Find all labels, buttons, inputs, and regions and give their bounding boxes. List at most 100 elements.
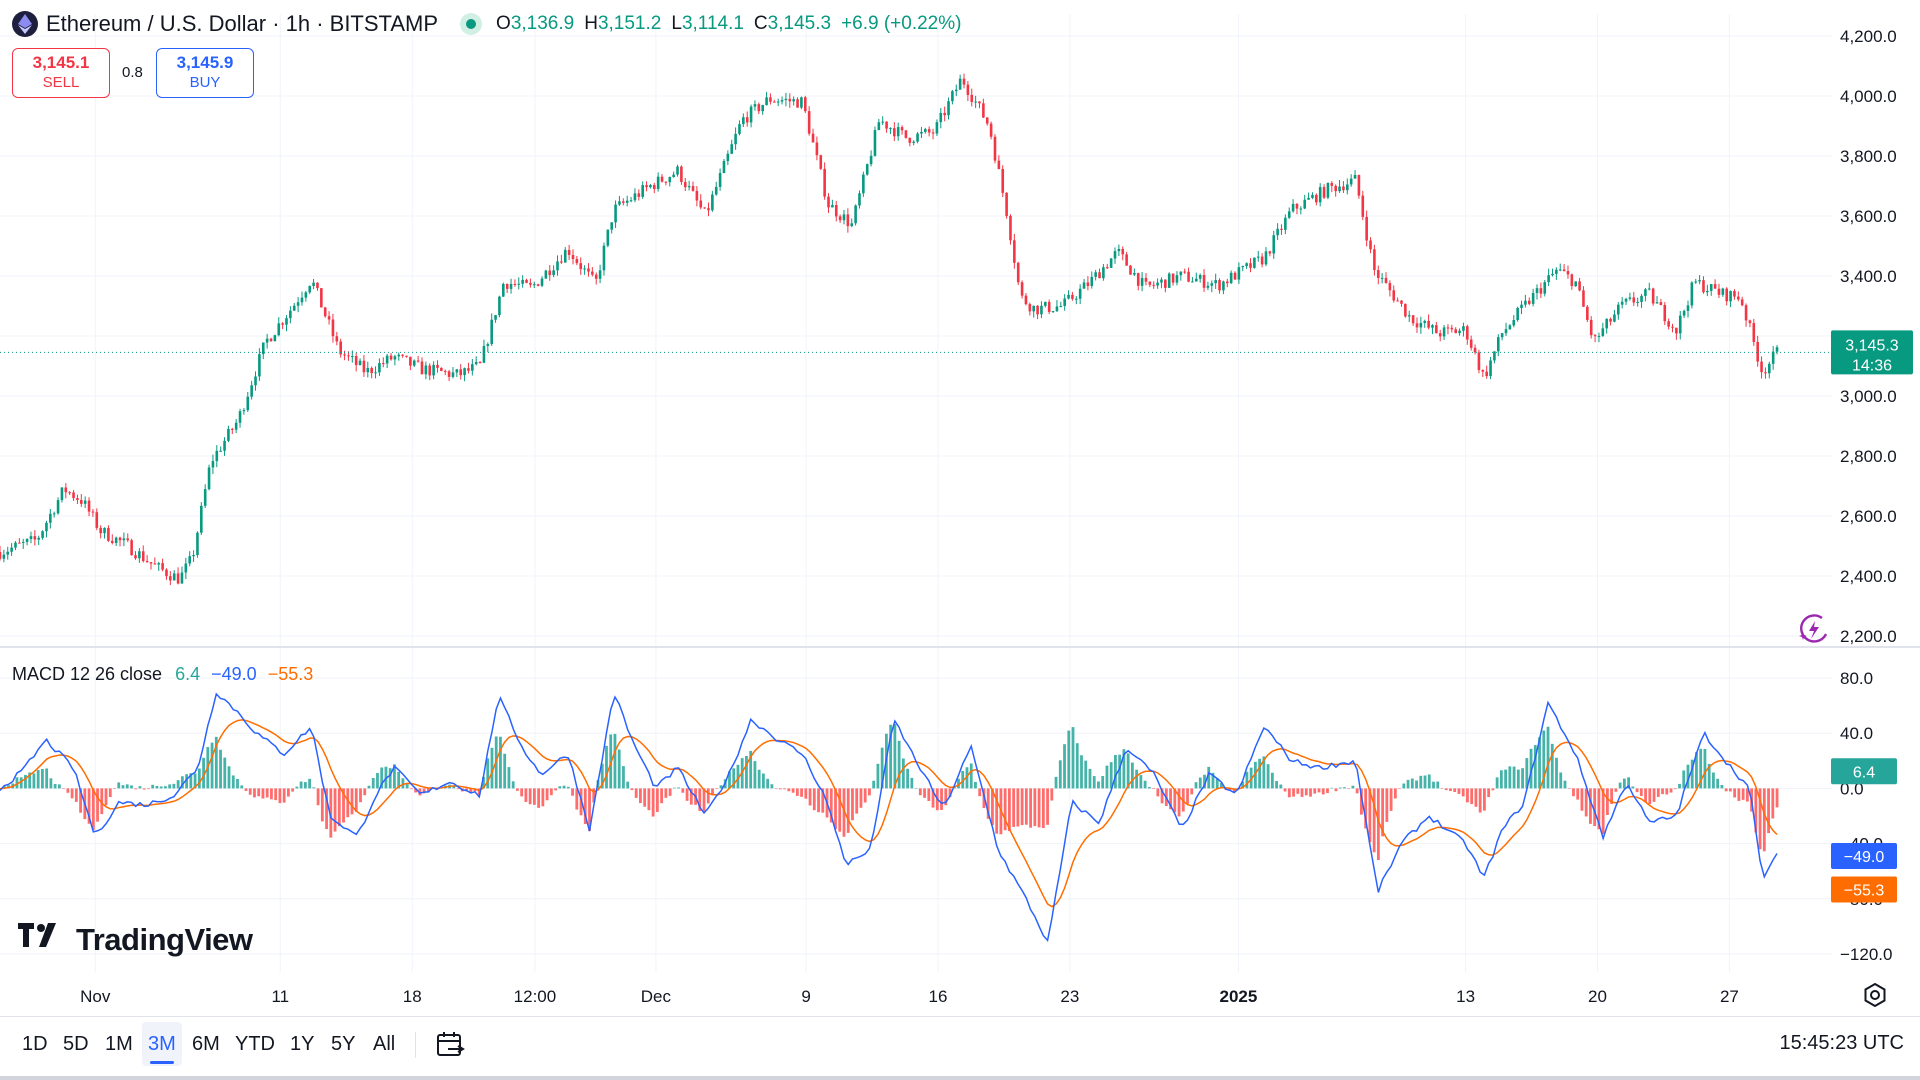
macd-histogram-bar — [117, 782, 121, 789]
macd-histogram-bar — [1661, 788, 1664, 795]
candle-body — [103, 527, 106, 534]
calendar-range-icon[interactable] — [434, 1028, 466, 1060]
timeframe-1d[interactable]: 1D — [22, 1033, 48, 1055]
candle-body — [1260, 256, 1264, 265]
timeframe-all[interactable]: All — [373, 1033, 396, 1055]
macd-histogram-bar — [1533, 745, 1537, 789]
macd-histogram-bar — [1364, 788, 1368, 829]
macd-histogram-bar — [1245, 771, 1249, 789]
macd-histogram-bar — [286, 788, 290, 797]
macd-histogram-bar — [1381, 788, 1385, 837]
macd-histogram-bar — [995, 788, 999, 834]
macd-histogram-bar — [834, 788, 837, 830]
candle-body — [1253, 257, 1256, 268]
macd-histogram-bar — [1033, 788, 1037, 827]
macd-axis-label: 40.0 — [1840, 724, 1873, 743]
chart-area[interactable]: 4,200.04,000.03,800.03,600.03,400.03,200… — [0, 0, 1920, 1016]
candle-body — [753, 104, 757, 107]
candle-body — [134, 555, 137, 559]
buy-button[interactable]: 3,145.9 BUY — [156, 48, 254, 98]
candle-body — [707, 208, 710, 211]
candle-body — [1376, 270, 1380, 279]
ohlc-close: C3,145.3 — [753, 13, 832, 34]
candle-body — [1249, 263, 1252, 268]
clock-utc[interactable]: 15:45:23 UTC — [1779, 1032, 1904, 1054]
candle-body — [1272, 235, 1276, 254]
candle-body — [1531, 292, 1535, 304]
macd-histogram-bar — [291, 788, 295, 792]
macd-histogram-bar — [1368, 788, 1372, 843]
candle-body — [87, 500, 91, 512]
macd-histogram-bar — [100, 788, 104, 815]
candle-body — [1539, 288, 1543, 294]
candle-body — [1671, 326, 1674, 328]
candle-body — [954, 89, 958, 92]
candle-body — [1725, 288, 1729, 302]
candle-body — [1400, 300, 1403, 304]
candle-body — [904, 130, 908, 138]
candle-body — [1140, 277, 1144, 286]
candle-body — [1206, 285, 1210, 288]
candle-body — [1067, 294, 1070, 299]
sell-button[interactable]: 3,145.1 SELL — [12, 48, 110, 98]
macd-histogram-bar — [1449, 788, 1452, 792]
tradingview-logo[interactable]: TradingView — [18, 922, 253, 958]
candle-body — [509, 284, 513, 289]
candle-body — [889, 128, 892, 130]
gear-icon[interactable] — [1862, 982, 1888, 1008]
macd-histogram-bar — [295, 786, 299, 789]
macd-histogram-bar — [248, 788, 252, 795]
macd-histogram-bar — [1147, 787, 1151, 789]
candle-body — [335, 336, 339, 342]
candle-body — [680, 166, 683, 182]
candle-body — [1647, 288, 1651, 290]
candle-body — [939, 112, 943, 123]
candle-body — [153, 563, 157, 565]
macd-histogram-bar — [1186, 788, 1189, 804]
macd-histogram-bar — [1410, 778, 1414, 789]
timeframe-5d[interactable]: 5D — [63, 1033, 89, 1055]
macd-histogram-bar — [545, 788, 549, 801]
candle-body — [734, 133, 737, 145]
macd-histogram-bar — [1203, 774, 1206, 789]
candle-body — [1183, 271, 1186, 273]
macd-histogram-bar — [299, 781, 303, 789]
price-axis-label: 2,600.0 — [1840, 507, 1897, 526]
timeframe-6m[interactable]: 6M — [192, 1033, 220, 1055]
candle-body — [1527, 300, 1531, 304]
candle-body — [726, 153, 730, 162]
macd-legend[interactable]: MACD 12 26 close 6.4 −49.0 −55.3 — [12, 664, 313, 685]
macd-histogram-bar — [1080, 755, 1083, 789]
candle-body — [320, 288, 323, 308]
candle-body — [544, 270, 548, 279]
candle-body — [234, 422, 238, 430]
candle-body — [52, 513, 56, 515]
timeframe-ytd[interactable]: YTD — [235, 1033, 275, 1055]
candle-body — [1210, 283, 1214, 286]
ai-assistant-icon[interactable] — [1796, 612, 1830, 646]
timeframe-3m[interactable]: 3M — [142, 1022, 182, 1066]
macd-histogram-bar — [1563, 780, 1567, 789]
candle-body — [773, 101, 776, 103]
timeframe-5y[interactable]: 5Y — [331, 1033, 356, 1055]
symbol-title[interactable]: Ethereum / U.S. Dollar · 1h · BITSTAMP — [46, 11, 439, 36]
candle-body — [1032, 305, 1036, 312]
macd-histogram-bar — [1194, 782, 1198, 789]
time-axis-label: 27 — [1720, 987, 1739, 1006]
timeframe-1y[interactable]: 1Y — [290, 1033, 315, 1055]
candle-body — [1105, 267, 1109, 269]
macd-histogram-bar — [397, 771, 401, 789]
candle-body — [1191, 281, 1194, 283]
signal-tag-value: −55.3 — [1844, 883, 1885, 900]
candle-body — [1063, 298, 1066, 306]
symbol-header[interactable]: Ethereum / U.S. Dollar · 1h · BITSTAMP O… — [12, 8, 961, 40]
candle-body — [1291, 203, 1295, 212]
macd-histogram-bar — [1313, 788, 1317, 794]
timeframe-1m[interactable]: 1M — [105, 1033, 133, 1055]
macd-histogram-bar — [274, 788, 278, 801]
candle-body — [1179, 271, 1183, 276]
macd-histogram-bar — [736, 764, 740, 789]
candle-body — [807, 111, 811, 134]
macd-histogram-bar — [1020, 788, 1024, 826]
macd-histogram-bar — [337, 788, 341, 827]
